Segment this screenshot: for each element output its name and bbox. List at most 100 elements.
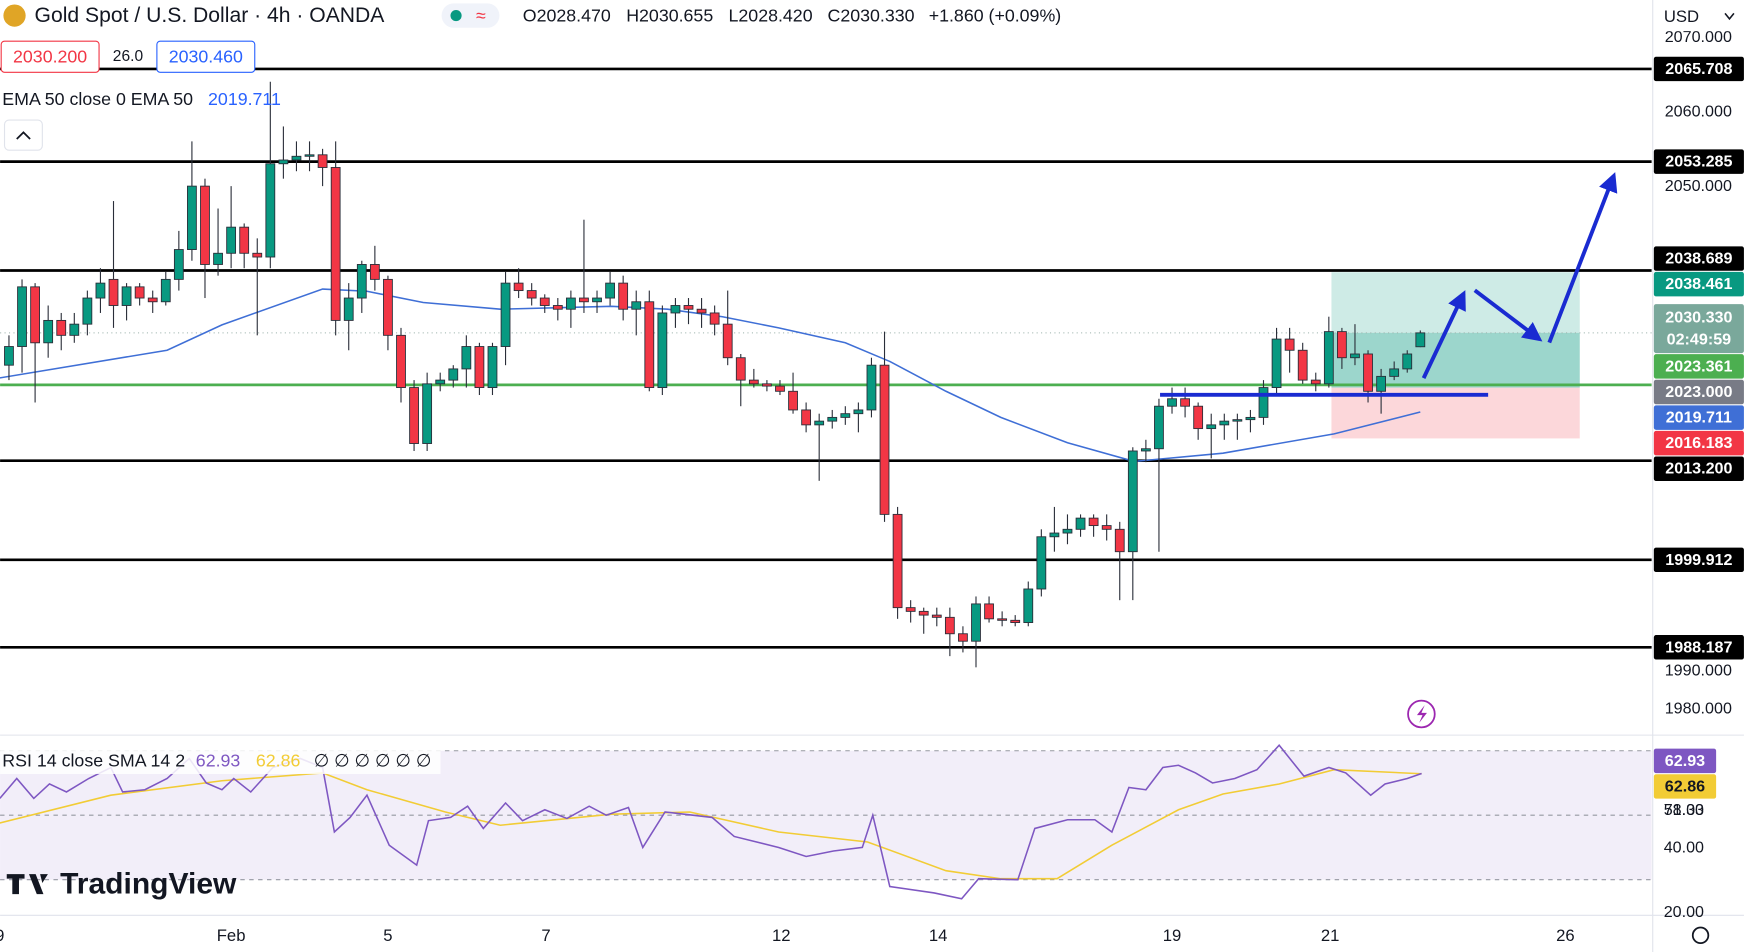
- candle-body: [971, 603, 981, 642]
- candle-body: [683, 305, 694, 310]
- candle-body: [840, 413, 851, 418]
- price-badge-label: 2019.711: [1666, 409, 1732, 427]
- candle-body: [905, 607, 916, 612]
- candle-body: [43, 319, 54, 344]
- price-badge: [1653, 149, 1744, 174]
- candle-body: [147, 297, 158, 303]
- candle-body: [69, 323, 80, 336]
- x-tick-label: 21: [1321, 926, 1340, 945]
- currency: USD: [1664, 7, 1699, 26]
- y-tick-label: 1990.000: [1665, 662, 1732, 680]
- candle-body: [317, 154, 328, 168]
- y-tick-label: 1980.000: [1665, 699, 1732, 717]
- arrow: [1473, 288, 1543, 342]
- buy-button[interactable]: [156, 40, 256, 73]
- logo[interactable]: TradingView: [60, 868, 237, 901]
- candle-body: [1402, 353, 1413, 370]
- settings-icon[interactable]: [1691, 926, 1710, 944]
- candle-body: [1167, 398, 1177, 407]
- price-badge: [1653, 354, 1744, 379]
- candle-body: [997, 618, 1008, 621]
- y-tick-label: 2070.000: [1665, 28, 1732, 46]
- arrow: [1547, 172, 1618, 344]
- collapse-button[interactable]: [3, 119, 43, 151]
- candle-body: [1337, 331, 1347, 359]
- candle-body: [1140, 448, 1151, 452]
- candle-body: [187, 185, 197, 250]
- price-badge: [1653, 56, 1744, 82]
- price-badge: [1653, 271, 1744, 297]
- y-tick-label: 2060.000: [1665, 103, 1732, 121]
- price-badge: [1653, 379, 1744, 405]
- candle-body: [108, 278, 119, 306]
- candle-body: [801, 409, 812, 426]
- arrow: [1421, 290, 1466, 379]
- price-badge-label: 62.93: [1665, 752, 1705, 770]
- candle-body: [618, 282, 629, 310]
- rsi-legend: RSI 14 close SMA 14 2: [2, 751, 185, 771]
- price-badge-label: 1999.912: [1665, 551, 1732, 569]
- candle-body: [1297, 349, 1308, 381]
- price-badge: [1653, 748, 1717, 774]
- chevron: [1724, 12, 1735, 21]
- ohlc-close: C2030.330: [828, 6, 915, 26]
- x-tick-label: 14: [929, 926, 948, 945]
- candle-body: [918, 610, 929, 616]
- price-badge-label: 2030.330: [1665, 308, 1732, 326]
- status-pill[interactable]: [441, 3, 500, 28]
- x-tick-label: 26: [1556, 926, 1575, 945]
- candle-body: [1101, 525, 1112, 530]
- rsi-tick-label: 40.00: [1664, 838, 1704, 856]
- candle-body: [1036, 536, 1047, 590]
- price-badge: [1653, 635, 1744, 660]
- ohlc-high: H2030.655: [626, 6, 713, 26]
- candle-body: [343, 297, 354, 321]
- candle-body: [1323, 331, 1334, 385]
- ema-legend-value: 2019.711: [208, 89, 281, 109]
- price-badge: [1653, 405, 1744, 430]
- price-badge-label: 1988.187: [1665, 638, 1732, 656]
- candle-body: [775, 385, 785, 392]
- candle-body: [239, 226, 250, 254]
- candle-body: [422, 383, 433, 444]
- price-badge-label: 62.86: [1665, 777, 1705, 795]
- candle-body: [173, 249, 184, 280]
- candle-body: [1258, 387, 1269, 418]
- rsi-legend-extra: ∅ ∅ ∅ ∅ ∅ ∅: [314, 751, 432, 771]
- candle-body: [696, 308, 707, 314]
- candle-body: [931, 614, 942, 618]
- candle-body: [56, 319, 67, 336]
- candle-body: [657, 312, 668, 389]
- candle-body: [513, 282, 524, 292]
- ema-line: [0, 288, 1421, 463]
- x-tick-label: 5: [383, 926, 392, 945]
- candle-body: [748, 379, 759, 385]
- status-icon: ≈: [476, 6, 486, 26]
- candle-body: [30, 286, 40, 344]
- sell-button[interactable]: [0, 40, 100, 73]
- candle-body: [1193, 405, 1204, 430]
- price-badge: [1653, 774, 1717, 799]
- candle-body: [356, 264, 367, 299]
- candle-body: [500, 282, 511, 347]
- candle-body: [958, 633, 968, 642]
- symbol[interactable]: Gold Spot / U.S. Dollar · 4h · OANDA: [35, 4, 386, 27]
- price-badge: [1653, 304, 1744, 354]
- chevron: [16, 131, 31, 140]
- candle-body: [1088, 517, 1099, 527]
- marks-layer: [0, 81, 1426, 900]
- candle-body: [369, 264, 380, 280]
- candle-body: [17, 286, 27, 347]
- price-badge-label: 2053.285: [1665, 153, 1732, 171]
- candle-body: [1127, 450, 1138, 553]
- candle-body: [788, 390, 798, 411]
- candle-body: [213, 252, 223, 265]
- candle-body: [1350, 353, 1360, 359]
- candle-body: [1271, 338, 1282, 389]
- lightning: [1416, 705, 1427, 723]
- candle-body: [539, 297, 550, 306]
- candle-body: [160, 278, 171, 303]
